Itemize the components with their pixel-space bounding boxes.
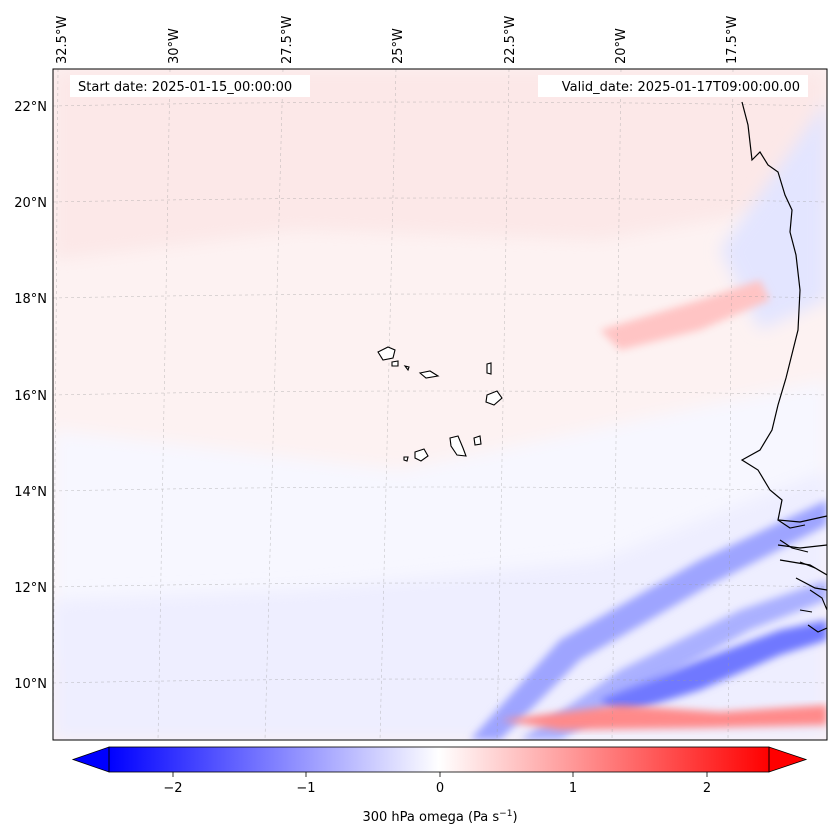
lon-label-1: 32.5°W — [55, 16, 70, 64]
valid-date-box — [538, 75, 808, 97]
island-maio — [473, 435, 482, 446]
gridline-lon-1 — [53, 69, 59, 740]
field-blue-streak-2 — [520, 580, 827, 740]
field-blue-streak-3 — [600, 620, 827, 715]
gridline-lon-6 — [611, 69, 622, 740]
map-panel — [53, 69, 827, 740]
island-brava — [403, 456, 409, 462]
lon-label-6: 20°W — [614, 28, 629, 64]
gridline-lon-4 — [379, 69, 397, 740]
colorbar-title-sup: −1 — [499, 809, 512, 819]
field-red-mid — [600, 280, 770, 350]
lat-label-5: 14°N — [14, 485, 47, 500]
gridline-lon-2 — [157, 69, 171, 740]
lat-label-7: 10°N — [14, 677, 47, 692]
colorbar-ticks — [172, 772, 708, 777]
lat-label-3: 18°N — [14, 292, 47, 307]
lon-label-7: 17.5°W — [725, 16, 740, 64]
cape-verde-islands — [377, 346, 503, 462]
map-frame — [52, 68, 828, 741]
gridline-lat-6 — [53, 582, 827, 588]
lat-label-2: 20°N — [14, 196, 47, 211]
start-date-box — [70, 75, 310, 97]
gridline-lon-3 — [264, 69, 284, 740]
lon-label-3: 27.5°W — [280, 16, 295, 64]
island-boa-vista — [485, 390, 503, 406]
gridline-lat-4 — [53, 390, 827, 396]
omega-field — [53, 69, 827, 740]
island-santa-luzia — [403, 365, 410, 372]
field-red-streak — [500, 705, 827, 730]
colorbar: −2 −1 0 1 2 300 hPa omega (Pa s−1) — [71, 746, 808, 825]
colorbar-title-end: ) — [512, 810, 517, 825]
start-date-label: Start date: 2025-01-15_00:00:00 — [78, 80, 292, 95]
island-sao-nicolau — [418, 370, 440, 379]
lat-label-1: 22°N — [14, 100, 47, 115]
field-pink-north — [53, 69, 827, 260]
colorbar-tick-label-1: −2 — [163, 781, 182, 796]
gridline-lon-7 — [727, 69, 734, 740]
senegal-gambia-coast — [777, 519, 827, 633]
island-sao-vicente — [391, 360, 399, 367]
colorbar-tick-label-5: 2 — [703, 781, 711, 796]
island-santiago — [449, 435, 467, 457]
colorbar-frame — [108, 746, 770, 773]
valid-date-label: Valid_date: 2025-01-17T09:00:00.00 — [562, 80, 800, 95]
field-blue-coast-band — [720, 100, 827, 330]
colorbar-title-main: 300 hPa omega (Pa s — [362, 810, 499, 825]
lat-label-4: 16°N — [14, 389, 47, 404]
colorbar-tick-label-4: 1 — [569, 781, 577, 796]
africa-coastline — [740, 101, 827, 591]
colorbar-title: 300 hPa omega (Pa s−1) — [362, 809, 517, 825]
colorbar-tick-label-3: 0 — [436, 781, 444, 796]
lon-label-5: 22.5°W — [503, 16, 518, 64]
gridline-lon-5 — [496, 69, 510, 740]
latitude-labels: 22°N 20°N 18°N 16°N 14°N 12°N 10°N — [14, 100, 47, 692]
field-blue-streak-1 — [470, 500, 827, 740]
gridline-lat-2 — [53, 197, 827, 203]
longitude-labels: 32.5°W 30°W 27.5°W 25°W 22.5°W 20°W 17.5… — [55, 16, 740, 64]
island-sal — [486, 362, 492, 375]
graticule — [53, 69, 827, 740]
colorbar-min-arrow — [71, 746, 110, 773]
gridline-lat-5 — [53, 486, 827, 492]
lon-label-2: 30°W — [167, 28, 182, 64]
island-santo-antao — [377, 346, 396, 361]
gridline-lat-7 — [53, 678, 827, 684]
lon-label-4: 25°W — [391, 28, 406, 64]
island-fogo — [414, 448, 429, 462]
gridline-lat-3 — [53, 293, 827, 299]
colorbar-gradient — [109, 747, 769, 772]
colorbar-max-arrow — [768, 746, 808, 773]
gridline-lat-1 — [53, 101, 827, 107]
colorbar-tick-label-2: −1 — [296, 781, 315, 796]
lat-label-6: 12°N — [14, 581, 47, 596]
